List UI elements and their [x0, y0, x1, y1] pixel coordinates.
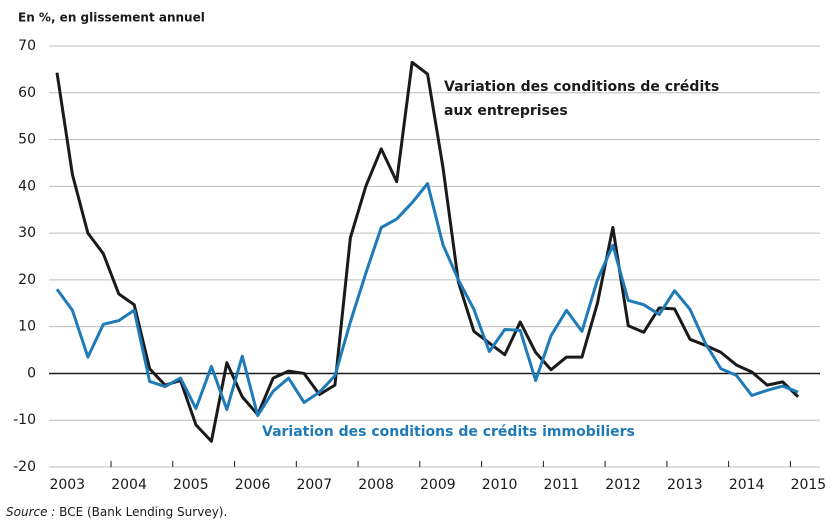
series-label: aux entreprises — [444, 103, 568, 119]
x-tick-label: 2011 — [544, 477, 580, 493]
source: Source : BCE (Bank Lending Survey). — [6, 505, 227, 519]
y-tick-label: 60 — [18, 85, 36, 101]
x-tick-label: 2005 — [173, 477, 209, 493]
series-line — [55, 182, 799, 418]
x-tick-label: 2004 — [111, 477, 147, 493]
x-tick-label: 2007 — [296, 477, 332, 493]
x-tick-label: 2006 — [235, 477, 271, 493]
x-tick-label: 2008 — [358, 477, 394, 493]
y-tick-label: 10 — [18, 319, 36, 335]
series-label: Variation des conditions de crédits — [444, 79, 719, 95]
x-tick-label: 2003 — [49, 477, 85, 493]
y-tick-label: 20 — [18, 272, 36, 288]
source-label: Source : — [6, 505, 55, 519]
x-tick-label: 2012 — [605, 477, 641, 493]
y-tick-label: 0 — [27, 365, 36, 381]
y-tick-label: 70 — [18, 38, 36, 54]
x-tick-label: 2009 — [420, 477, 456, 493]
y-tick-label: 50 — [18, 132, 36, 148]
y-tick-label: 30 — [18, 225, 36, 241]
source-text: BCE (Bank Lending Survey). — [59, 505, 227, 519]
chart-subtitle: En %, en glissement annuel — [18, 11, 205, 25]
x-tick-label: 2010 — [482, 477, 518, 493]
series-label: Variation des conditions de crédits immo… — [262, 424, 635, 440]
y-tick-label: -20 — [13, 459, 36, 475]
y-tick-label: 40 — [18, 178, 36, 194]
x-tick-label: 2013 — [667, 477, 703, 493]
x-tick-label: 2015 — [791, 477, 827, 493]
y-tick-label: -10 — [13, 412, 36, 428]
x-tick-label: 2014 — [729, 477, 765, 493]
